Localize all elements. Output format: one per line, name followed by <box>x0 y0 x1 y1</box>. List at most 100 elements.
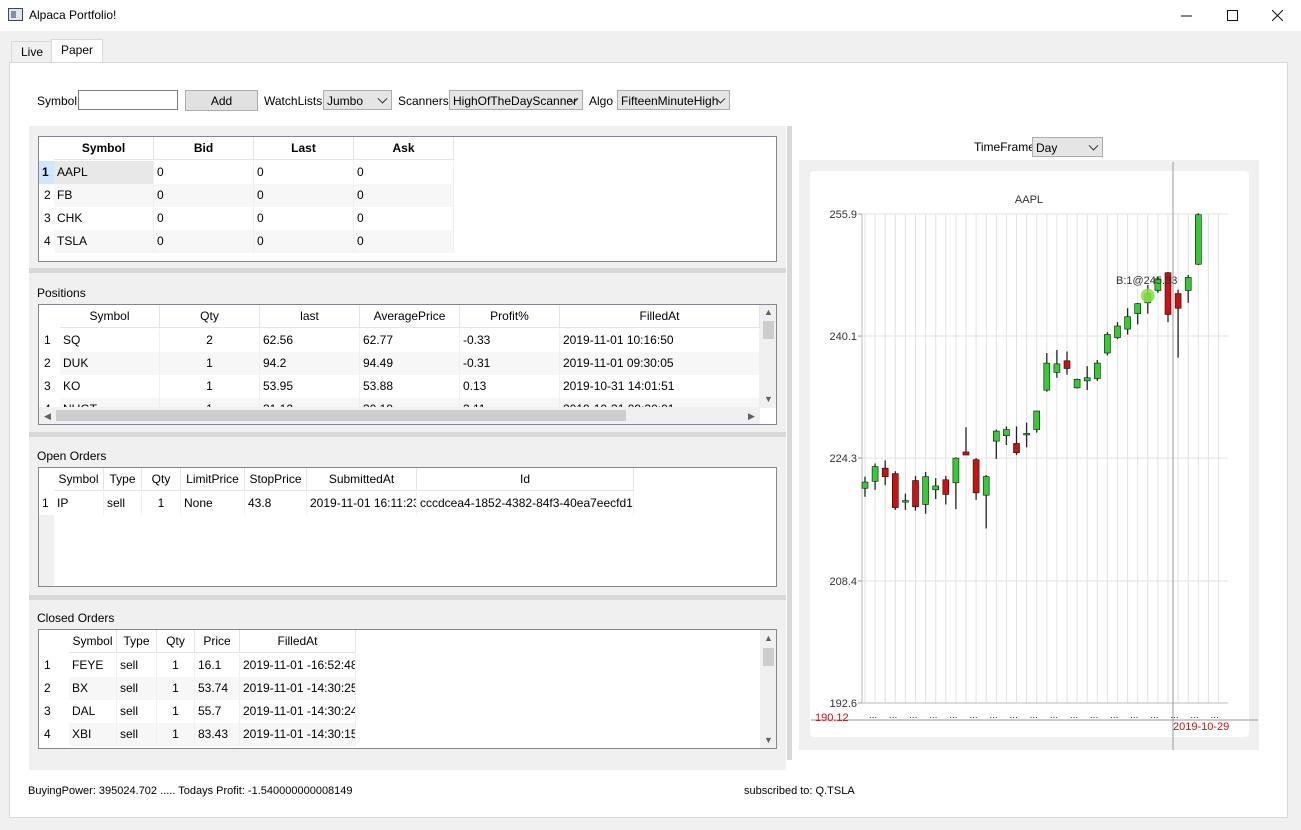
algo-combo[interactable]: FifteenMinuteHigh <box>617 90 730 110</box>
tab-paper[interactable]: Paper <box>51 39 104 63</box>
column-header[interactable]: FilledAt <box>240 630 356 653</box>
table-cell[interactable]: 2019-11-01 -14:30:15 <box>240 723 356 746</box>
table-cell[interactable]: 2019-11-01 16:11:23 <box>307 492 417 515</box>
table-cell[interactable]: 53.74 <box>195 677 240 700</box>
column-header[interactable]: Type <box>104 468 142 491</box>
scroll-thumb[interactable] <box>763 321 774 339</box>
table-cell[interactable]: SQ <box>60 329 160 352</box>
row-header[interactable]: 4 <box>44 234 51 248</box>
table-cell[interactable]: 1 <box>157 677 195 700</box>
table-cell[interactable]: 0 <box>354 184 454 207</box>
vertical-scrollbar[interactable]: ▲ ▼ <box>760 305 776 408</box>
table-cell[interactable]: 1 <box>160 352 260 375</box>
column-header[interactable]: Qty <box>157 630 195 653</box>
splitter[interactable] <box>29 268 786 273</box>
table-cell[interactable]: 2019-11-01 -14:30:24 <box>240 700 356 723</box>
row-header[interactable]: 2 <box>44 188 51 202</box>
column-header[interactable]: StopPrice <box>245 468 307 491</box>
table-cell[interactable]: sell <box>117 654 157 677</box>
table-cell[interactable]: 0 <box>154 184 254 207</box>
column-header[interactable]: Symbol <box>60 305 160 328</box>
vertical-scrollbar[interactable]: ▲ ▼ <box>760 630 776 748</box>
column-header[interactable]: Symbol <box>54 137 154 160</box>
table-cell[interactable]: 0 <box>254 184 354 207</box>
table-cell[interactable]: FEYE <box>69 654 117 677</box>
table-cell[interactable]: 0 <box>254 230 354 253</box>
table-cell[interactable]: XBI <box>69 723 117 746</box>
scroll-up-icon[interactable]: ▲ <box>764 633 773 643</box>
table-cell[interactable]: 43.8 <box>245 492 307 515</box>
scroll-down-icon[interactable]: ▼ <box>764 735 773 745</box>
table-cell[interactable]: 2019-11-01 09:30:05 <box>560 352 760 375</box>
table-cell[interactable]: 0.13 <box>460 375 560 398</box>
table-cell[interactable]: sell <box>117 700 157 723</box>
table-cell[interactable]: 0 <box>154 161 254 184</box>
row-header[interactable]: 2 <box>44 356 51 370</box>
table-cell[interactable]: 0 <box>354 207 454 230</box>
splitter[interactable] <box>29 595 786 600</box>
scroll-thumb[interactable] <box>56 410 626 421</box>
table-cell[interactable]: DUK <box>60 352 160 375</box>
row-header[interactable]: 2 <box>44 681 51 695</box>
symbol-input[interactable] <box>78 90 178 110</box>
table-cell[interactable]: 2019-11-01 -14:30:25 <box>240 677 356 700</box>
timeframe-combo[interactable]: Day <box>1032 137 1103 157</box>
table-cell[interactable]: 1 <box>157 723 195 746</box>
table-cell[interactable]: 0 <box>254 207 354 230</box>
scroll-thumb[interactable] <box>763 648 774 666</box>
table-cell[interactable]: 2 <box>160 329 260 352</box>
maximize-button[interactable] <box>1209 0 1255 31</box>
column-header[interactable]: Price <box>195 630 240 653</box>
table-cell[interactable]: 53.95 <box>260 375 360 398</box>
column-header[interactable]: Profit% <box>460 305 560 328</box>
column-header[interactable]: Symbol <box>69 630 117 653</box>
scroll-up-icon[interactable]: ▲ <box>764 307 773 317</box>
table-cell[interactable]: 0 <box>154 207 254 230</box>
table-cell[interactable]: IP <box>54 492 104 515</box>
table-cell[interactable]: TSLA <box>54 230 154 253</box>
table-cell[interactable]: 16.1 <box>195 654 240 677</box>
row-header[interactable]: 4 <box>44 727 51 741</box>
table-cell[interactable]: 0 <box>354 161 454 184</box>
table-cell[interactable]: 62.77 <box>360 329 460 352</box>
column-header[interactable]: Qty <box>142 468 181 491</box>
column-header[interactable]: LimitPrice <box>181 468 245 491</box>
table-cell[interactable]: 1 <box>157 700 195 723</box>
column-header[interactable]: Qty <box>160 305 260 328</box>
table-cell[interactable]: AAPL <box>54 161 154 184</box>
column-header[interactable]: Symbol <box>54 468 104 491</box>
table-cell[interactable]: CHK <box>54 207 154 230</box>
table-cell[interactable]: None <box>181 492 245 515</box>
column-header[interactable]: Ask <box>354 137 454 160</box>
add-button[interactable]: Add <box>185 90 258 111</box>
scroll-down-icon[interactable]: ▼ <box>764 394 773 404</box>
scroll-left-icon[interactable]: ◀ <box>44 410 51 421</box>
scanners-combo[interactable]: HighOfTheDayScanner <box>449 90 583 110</box>
table-cell[interactable]: 2019-10-31 14:01:51 <box>560 375 760 398</box>
row-header[interactable]: 3 <box>44 704 51 718</box>
table-cell[interactable]: 0 <box>154 230 254 253</box>
table-cell[interactable]: 1 <box>142 492 181 515</box>
table-cell[interactable]: sell <box>117 723 157 746</box>
table-cell[interactable]: FB <box>54 184 154 207</box>
row-header[interactable]: 3 <box>44 379 51 393</box>
table-cell[interactable]: sell <box>117 677 157 700</box>
row-header[interactable]: 1 <box>44 333 51 347</box>
column-header[interactable]: Last <box>254 137 354 160</box>
watchlists-combo[interactable]: Jumbo <box>323 90 392 110</box>
scroll-right-icon[interactable]: ▶ <box>748 410 755 421</box>
table-cell[interactable]: 0 <box>354 230 454 253</box>
column-header[interactable]: SubmittedAt <box>307 468 417 491</box>
table-cell[interactable]: 1 <box>157 654 195 677</box>
column-header[interactable]: FilledAt <box>560 305 760 328</box>
table-cell[interactable]: 53.88 <box>360 375 460 398</box>
column-header[interactable]: Id <box>417 468 634 491</box>
column-header[interactable]: AveragePrice <box>360 305 460 328</box>
vertical-splitter[interactable] <box>787 126 792 760</box>
table-cell[interactable]: 2019-11-01 -16:52:48 <box>240 654 356 677</box>
splitter[interactable] <box>29 432 786 437</box>
row-header[interactable]: 1 <box>39 161 54 184</box>
column-header[interactable]: Type <box>117 630 157 653</box>
minimize-button[interactable] <box>1163 0 1209 31</box>
